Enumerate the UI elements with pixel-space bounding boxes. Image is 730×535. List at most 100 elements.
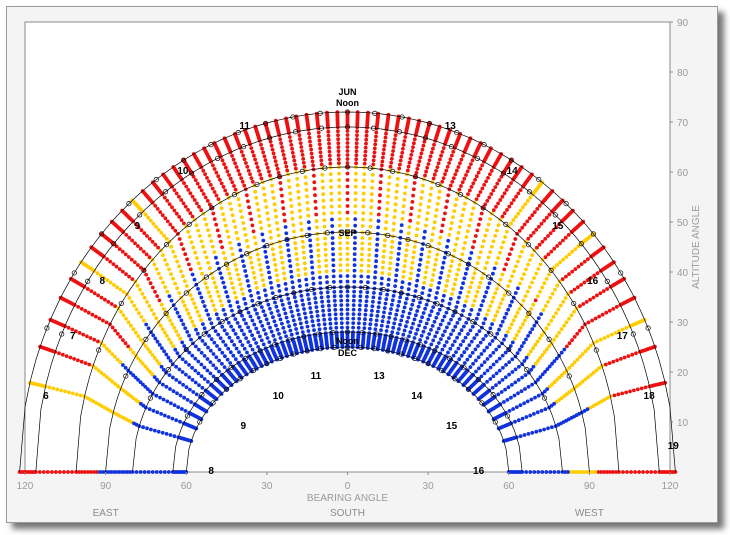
data-point	[383, 135, 388, 140]
data-point	[226, 346, 231, 351]
data-point	[184, 372, 188, 377]
data-point	[105, 278, 110, 283]
data-point	[535, 207, 540, 211]
hour-marker	[262, 120, 269, 126]
data-point	[445, 164, 450, 169]
data-point	[414, 332, 418, 336]
data-point	[143, 364, 148, 369]
data-point	[370, 308, 374, 313]
data-point	[540, 285, 545, 290]
data-point	[397, 166, 402, 171]
data-point	[285, 243, 290, 247]
data-point	[384, 220, 389, 225]
data-point	[237, 324, 242, 329]
data-point	[180, 357, 185, 362]
data-point	[289, 275, 294, 279]
data-point	[239, 287, 244, 292]
data-point	[268, 280, 273, 285]
data-point	[434, 169, 438, 173]
data-point	[284, 231, 289, 236]
data-point	[480, 186, 485, 191]
data-point	[407, 334, 411, 339]
data-point	[428, 192, 433, 197]
data-point	[625, 470, 629, 474]
data-point	[162, 413, 167, 418]
data-point	[315, 225, 319, 230]
data-point	[502, 400, 506, 404]
data-point	[552, 359, 557, 363]
data-point	[253, 157, 257, 162]
data-point	[351, 298, 356, 303]
data-point	[302, 164, 307, 169]
data-point	[327, 145, 332, 150]
data-point	[193, 178, 198, 183]
data-point	[345, 217, 350, 221]
data-point	[530, 430, 535, 435]
data-point	[495, 228, 499, 233]
hour-marker	[291, 351, 297, 357]
data-point	[478, 308, 482, 312]
data-point	[113, 354, 117, 359]
data-point	[156, 429, 161, 434]
data-point	[178, 419, 182, 424]
data-point	[533, 395, 537, 400]
x-axis-title: BEARING ANGLE	[307, 493, 388, 504]
data-point	[498, 277, 503, 282]
data-point	[333, 307, 338, 312]
data-point	[448, 297, 453, 301]
data-point	[139, 228, 144, 233]
data-point	[353, 210, 358, 215]
data-point	[531, 346, 535, 350]
data-point	[497, 380, 502, 385]
data-point	[418, 202, 423, 207]
data-point	[477, 329, 482, 333]
data-point	[244, 321, 248, 326]
data-point	[255, 165, 260, 170]
data-point	[160, 346, 164, 350]
data-point	[226, 235, 231, 239]
data-point	[333, 303, 337, 308]
data-point	[361, 191, 366, 196]
data-point	[247, 205, 251, 210]
data-point	[275, 309, 280, 313]
data-point	[351, 312, 356, 316]
data-point	[59, 388, 63, 393]
data-point	[232, 343, 237, 347]
data-point	[454, 197, 459, 202]
data-point	[225, 294, 230, 299]
data-point	[265, 260, 269, 264]
data-point	[567, 272, 571, 276]
data-point	[469, 308, 474, 312]
data-point	[509, 395, 513, 400]
data-point	[615, 358, 619, 363]
data-point	[468, 354, 472, 359]
data-point	[263, 249, 268, 254]
data-point	[266, 265, 270, 270]
data-point	[108, 259, 113, 264]
data-point	[488, 354, 493, 358]
data-point	[427, 158, 432, 163]
data-point	[345, 316, 350, 321]
data-point	[132, 303, 137, 308]
data-point	[300, 153, 305, 157]
data-point	[123, 365, 128, 370]
data-point	[212, 190, 217, 194]
data-point	[299, 294, 304, 298]
data-point	[156, 271, 161, 276]
data-point	[398, 162, 402, 167]
data-point	[480, 163, 484, 168]
data-point	[307, 131, 311, 136]
data-point	[520, 375, 524, 380]
data-point	[176, 333, 181, 337]
data-point	[248, 172, 252, 177]
data-point	[249, 146, 254, 151]
data-point	[544, 277, 549, 281]
data-point	[551, 315, 556, 319]
data-point	[620, 327, 625, 332]
data-point	[246, 340, 251, 344]
data-point	[461, 154, 465, 158]
data-point	[423, 229, 427, 234]
data-point	[511, 218, 516, 223]
data-point	[329, 191, 334, 196]
data-point	[416, 304, 421, 309]
